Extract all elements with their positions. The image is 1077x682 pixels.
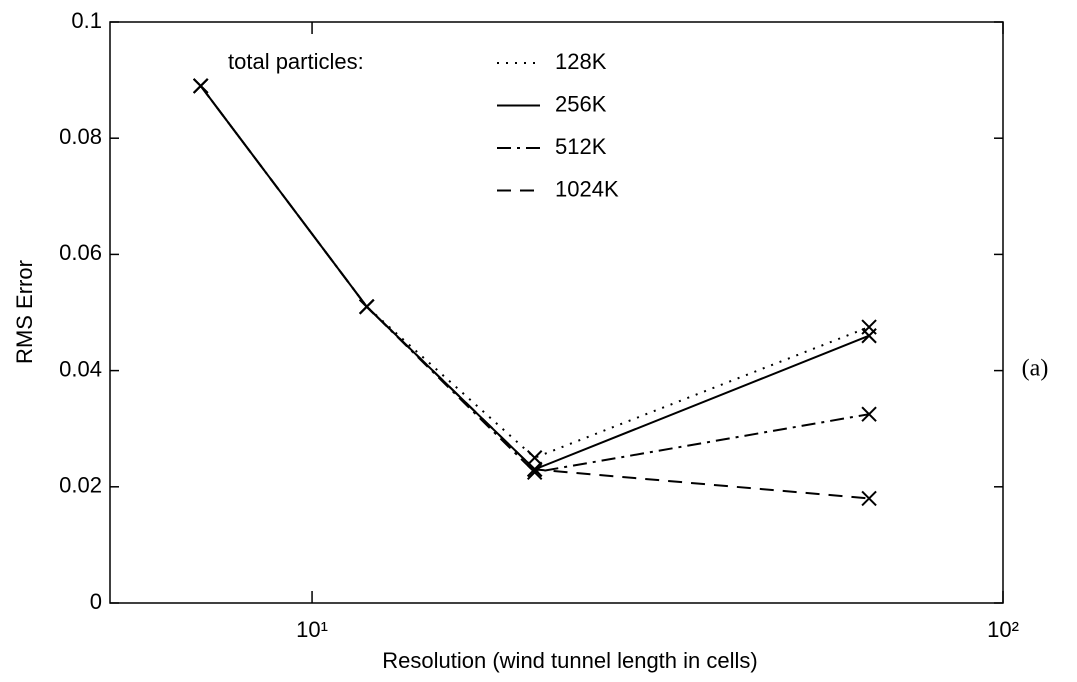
series-line — [199, 85, 870, 474]
series-line — [199, 85, 870, 471]
marker — [861, 406, 877, 422]
marker — [526, 464, 543, 480]
series-line — [199, 85, 870, 459]
y-axis-label: RMS Error — [12, 260, 37, 364]
series-line — [199, 85, 870, 500]
y-tick-label: 0.08 — [59, 124, 102, 149]
marker — [861, 490, 877, 507]
x-tick-label: 10¹ — [296, 617, 328, 642]
legend-label: 1024K — [555, 176, 619, 201]
marker — [192, 78, 209, 94]
legend-title: total particles: — [228, 49, 364, 74]
y-tick-label: 0.06 — [59, 240, 102, 265]
legend-label: 256K — [555, 91, 607, 116]
legend-label: 512K — [555, 134, 607, 159]
annotation: (a) — [1022, 356, 1049, 382]
y-tick-label: 0.1 — [71, 8, 102, 33]
y-tick-label: 0 — [90, 589, 102, 614]
x-axis-label: Resolution (wind tunnel length in cells) — [382, 648, 757, 673]
legend-label: 128K — [555, 49, 607, 74]
marker — [359, 298, 375, 315]
x-tick-label: 10² — [987, 617, 1019, 642]
marker — [526, 461, 543, 478]
plot-frame — [109, 21, 1004, 604]
y-tick-label: 0.02 — [59, 473, 102, 498]
y-tick-label: 0.04 — [59, 356, 102, 381]
marker — [861, 328, 877, 344]
marker — [526, 450, 543, 466]
